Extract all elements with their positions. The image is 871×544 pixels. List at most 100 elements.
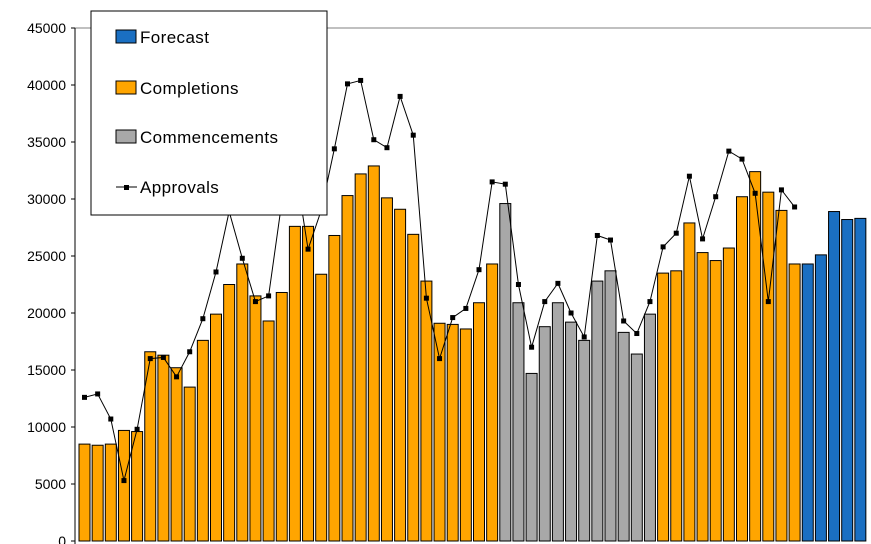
approvals-point (502, 181, 508, 187)
approvals-point (686, 173, 692, 179)
approvals-point (410, 132, 416, 138)
bar-completions (183, 386, 196, 542)
y-tick-label: 0 (58, 533, 66, 544)
approvals-point (450, 315, 456, 321)
approvals-point (660, 244, 666, 250)
bars-layer (78, 165, 867, 542)
approvals-point (476, 267, 482, 273)
approvals-point (581, 334, 587, 340)
approvals-point (778, 187, 784, 193)
y-tick-label: 30000 (27, 191, 66, 207)
approvals-point (489, 179, 495, 185)
y-tick-label: 45000 (27, 20, 66, 36)
bar-completions (144, 351, 157, 542)
approvals-point (266, 293, 272, 299)
approvals-point (397, 93, 403, 99)
bar-forecast (841, 219, 854, 542)
approvals-point (608, 237, 613, 243)
bar-completions (341, 195, 354, 542)
bar-commencements (499, 203, 512, 542)
approvals-point (765, 299, 771, 305)
bar-forecast (854, 217, 867, 542)
bar-forecast (828, 211, 841, 542)
approvals-point (634, 331, 640, 337)
approvals-point (95, 391, 101, 397)
bar-forecast (814, 254, 827, 542)
y-tick-label: 35000 (27, 134, 66, 150)
approvals-point (673, 230, 679, 236)
y-tick-label: 40000 (27, 77, 66, 93)
approvals-point (82, 394, 87, 400)
bar-completions (78, 443, 91, 542)
approvals-point (147, 356, 153, 362)
approvals-point (239, 255, 245, 261)
bar-completions (762, 191, 775, 542)
bar-completions (354, 173, 367, 542)
bar-completions (788, 263, 801, 542)
y-tick-label: 10000 (27, 419, 66, 435)
bar-commencements (565, 321, 578, 542)
bar-completions (736, 196, 748, 542)
legend-label-commencements: Commencements (140, 128, 278, 147)
bar-completions (459, 328, 472, 542)
bar-completions (709, 260, 722, 542)
approvals-point (752, 190, 758, 196)
bar-completions (249, 295, 262, 542)
bar-completions (367, 165, 380, 542)
bar-commencements (604, 270, 617, 542)
bar-commencements (591, 280, 604, 542)
approvals-point (134, 426, 140, 432)
approvals-point (174, 374, 180, 380)
bar-commencements (617, 331, 630, 542)
bar-completions (473, 302, 485, 542)
bar-commencements (512, 302, 525, 542)
bar-completions (696, 252, 709, 542)
bar-completions (670, 270, 683, 542)
approvals-point (384, 145, 390, 151)
bar-completions (104, 443, 117, 542)
approvals-point (213, 269, 219, 275)
y-axis-ticks: 0 5000 10000 15000 20000 25000 30000 35000 40000… (27, 20, 75, 544)
bar-completions (394, 208, 407, 542)
approvals-point (594, 232, 600, 238)
approvals-point (739, 156, 745, 162)
approvals-point (200, 316, 206, 322)
legend-label-approvals: Approvals (140, 178, 219, 197)
legend-swatch-completions (115, 80, 137, 95)
bar-completions (117, 429, 130, 542)
bar-completions (683, 222, 696, 542)
bar-commencements (578, 339, 591, 542)
bar-commencements (643, 313, 656, 542)
legend-label-completions: Completions (140, 79, 239, 98)
bar-completions (223, 284, 236, 542)
bar-completions (275, 291, 288, 542)
bar-completions (433, 322, 446, 542)
bar-completions (210, 313, 222, 542)
approvals-point (542, 299, 548, 305)
approvals-point (331, 146, 337, 152)
approvals-point (515, 282, 521, 287)
approvals-point (647, 299, 653, 305)
bar-commencements (630, 353, 643, 542)
approvals-point (621, 318, 627, 324)
bar-completions (262, 320, 275, 542)
approvals-point (700, 236, 706, 242)
approvals-point (345, 81, 350, 87)
y-tick-label: 20000 (27, 305, 66, 321)
approvals-point (121, 478, 127, 484)
bar-completions (775, 209, 788, 542)
approvals-point (437, 356, 443, 362)
approvals-point (555, 280, 561, 286)
bar-completions (131, 431, 144, 542)
bar-completions (170, 367, 183, 542)
bar-completions (328, 234, 341, 542)
approvals-point (358, 77, 364, 83)
bar-completions (722, 247, 735, 542)
approvals-point (423, 295, 429, 301)
legend-label-forecast: Forecast (140, 28, 209, 47)
approvals-point (252, 299, 258, 305)
bar-forecast (801, 263, 814, 542)
bar-commencements (551, 302, 564, 542)
bar-completions (420, 280, 433, 542)
approvals-point (726, 148, 732, 154)
